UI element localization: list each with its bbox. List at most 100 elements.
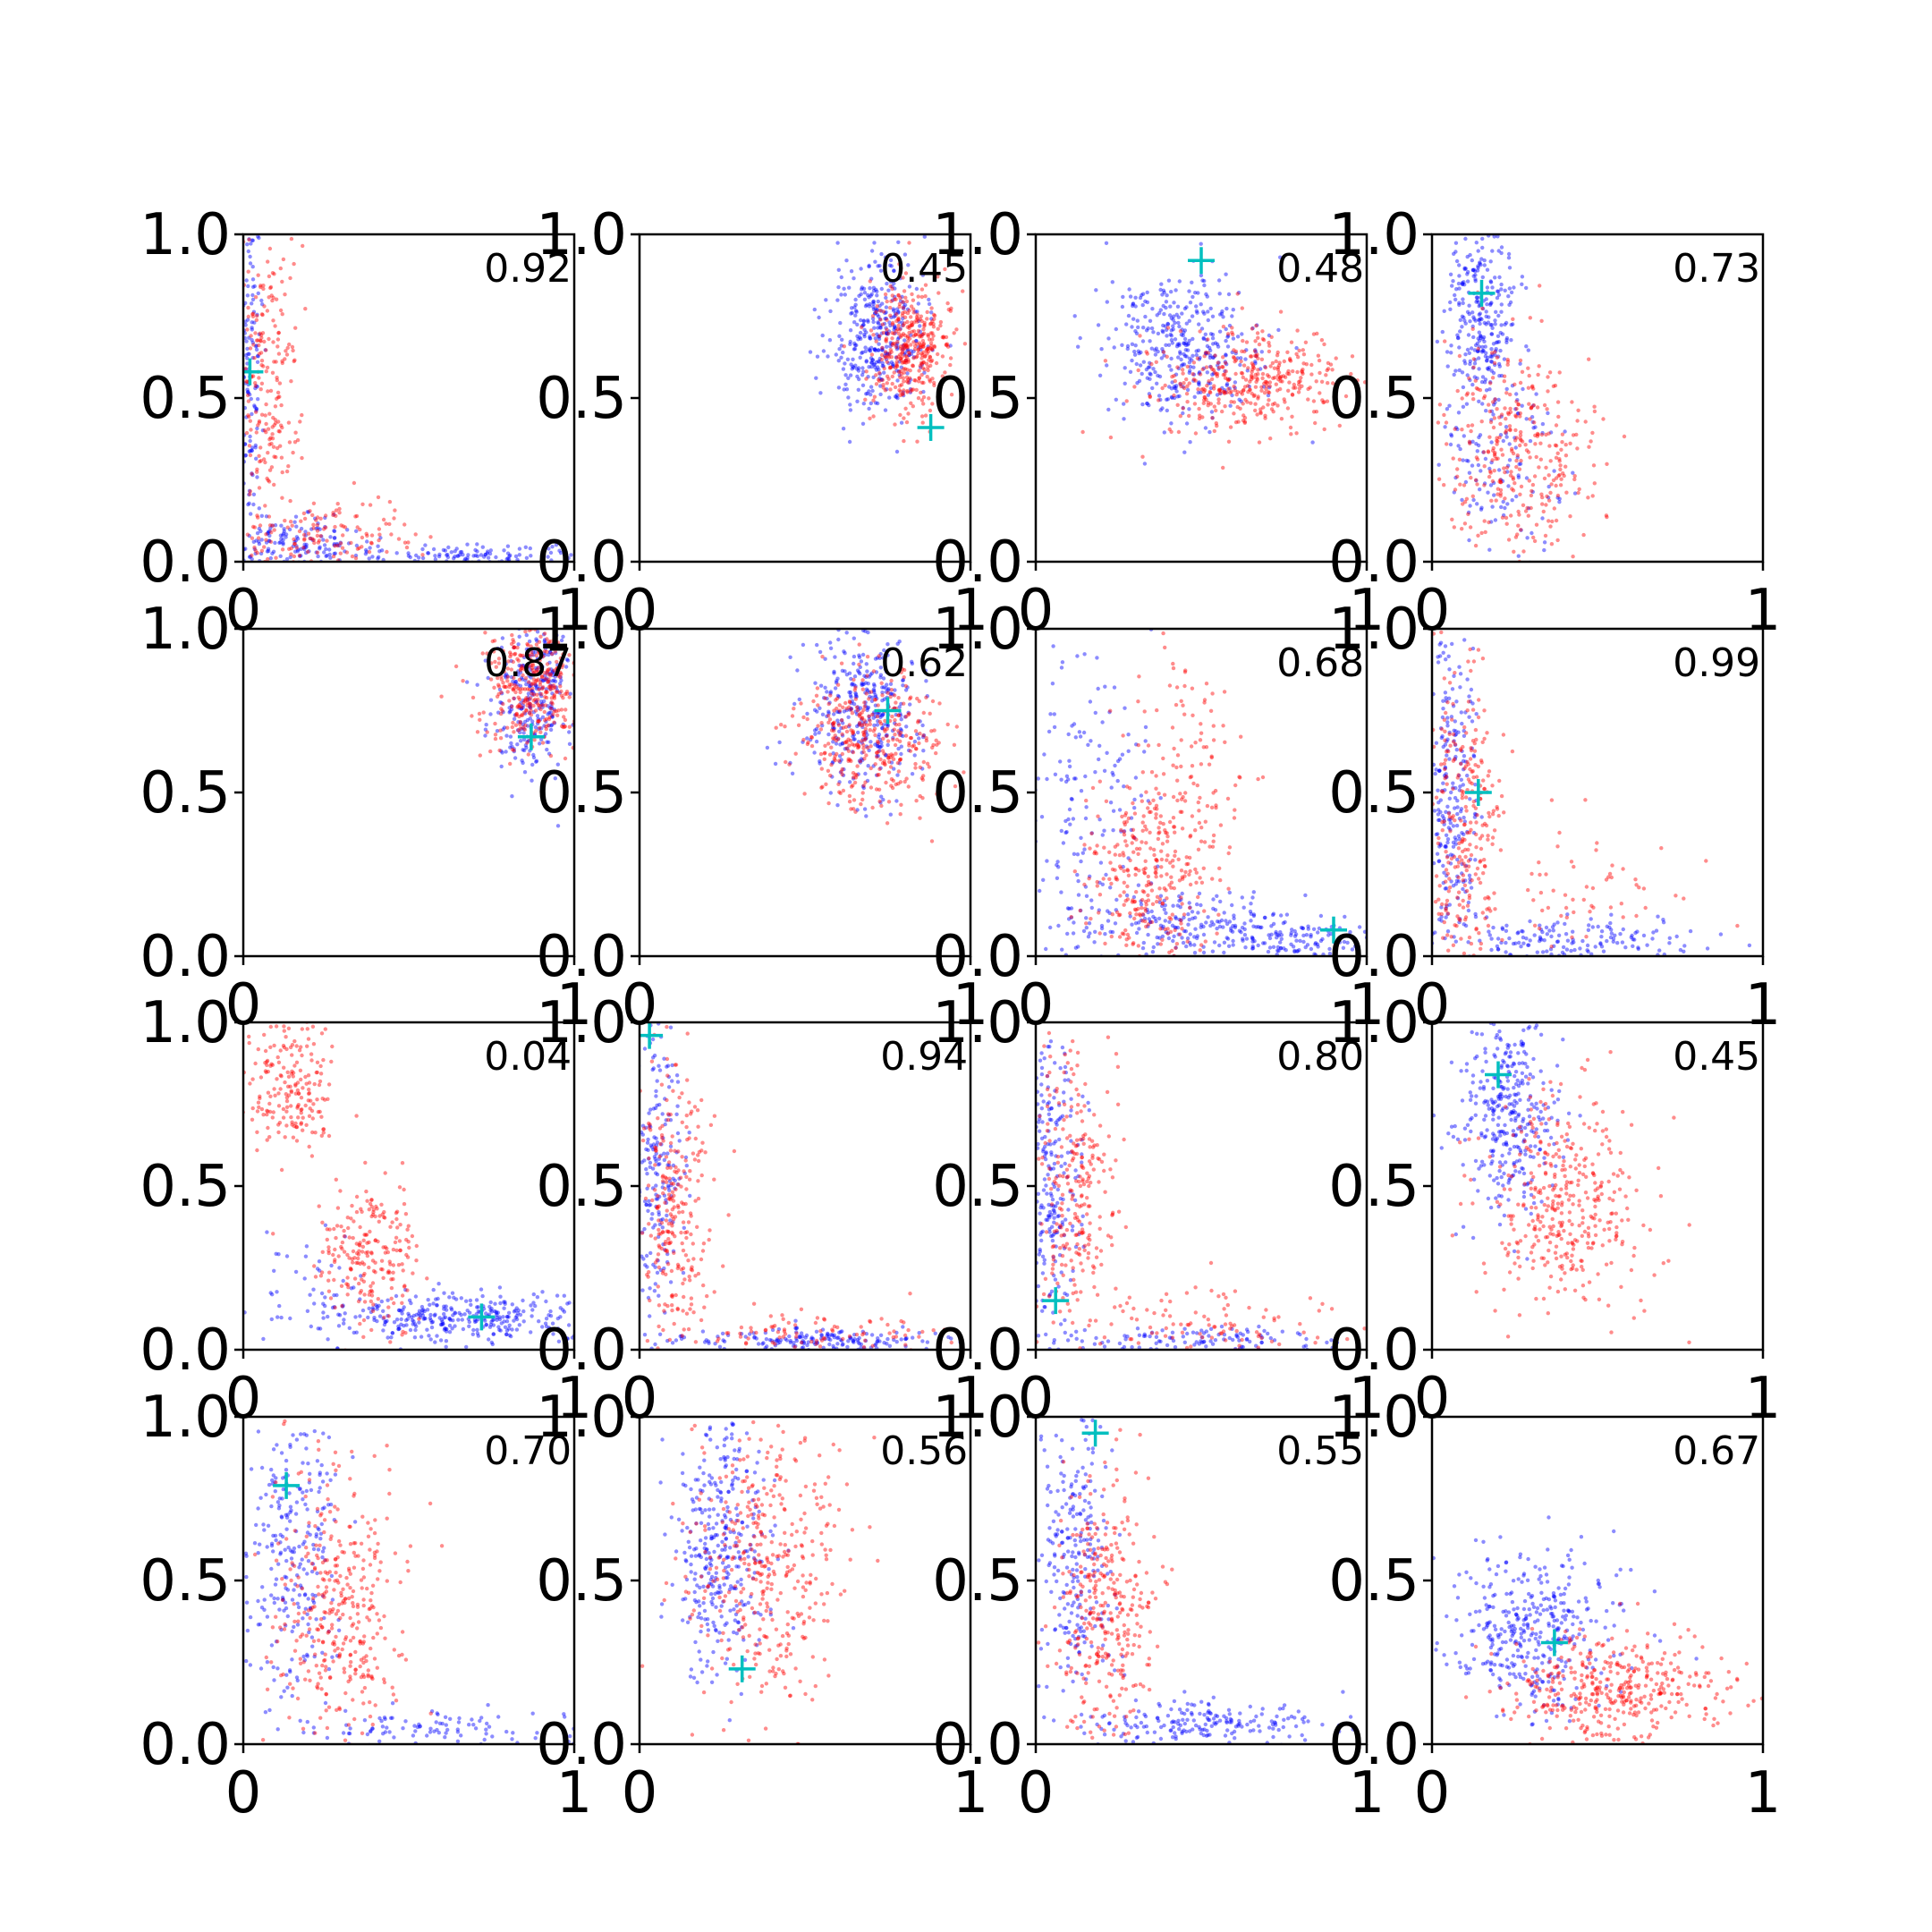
scatter-point	[318, 547, 322, 551]
scatter-point	[1053, 772, 1058, 776]
scatter-point	[854, 343, 859, 348]
scatter-point	[1496, 492, 1500, 496]
scatter-point	[1605, 462, 1609, 466]
scatter-point	[1180, 902, 1184, 906]
scatter-point	[521, 748, 525, 752]
scatter-point	[539, 674, 545, 680]
scatter-point	[858, 758, 862, 764]
scatter-point	[475, 549, 479, 554]
scatter-point	[254, 347, 259, 352]
scatter-point	[809, 743, 815, 749]
scatter-point	[852, 780, 858, 785]
scatter-point	[1132, 811, 1138, 816]
scatter-point	[248, 434, 252, 439]
scatter-point	[249, 428, 253, 432]
scatter-point	[521, 703, 526, 708]
scatter-point	[1458, 482, 1462, 487]
scatter-point	[525, 700, 530, 705]
scatter-point	[250, 238, 255, 242]
scatter-point	[826, 741, 831, 746]
scatter-point	[302, 538, 307, 542]
scatter-point	[865, 706, 869, 710]
scatter-point	[886, 691, 890, 695]
scatter-point	[1141, 912, 1146, 918]
scatter-point	[1199, 302, 1203, 307]
scatter-point	[1179, 333, 1184, 337]
scatter-point	[248, 346, 253, 351]
scatter-point	[893, 294, 897, 300]
scatter-point	[1489, 520, 1494, 524]
scatter-point	[792, 707, 796, 711]
scatter-point	[497, 687, 503, 692]
scatter-point	[1480, 344, 1485, 350]
scatter-point	[1160, 347, 1165, 352]
scatter-point	[1131, 301, 1135, 307]
scatter-point	[550, 652, 555, 657]
scatter-point	[530, 649, 535, 654]
scatter-point	[1048, 925, 1053, 930]
scatter-point	[1111, 773, 1115, 777]
scatter-point	[912, 347, 918, 352]
scatter-point	[275, 396, 279, 401]
scatter-point	[1089, 905, 1095, 911]
scatter-point	[1258, 407, 1263, 411]
scatter-point	[1079, 908, 1083, 913]
scatter-point	[1181, 405, 1185, 411]
scatter-point	[338, 540, 343, 545]
scatter-point	[1489, 301, 1494, 305]
scatter-point	[332, 536, 337, 540]
scatter-point	[504, 675, 508, 680]
scatter-point	[561, 724, 565, 730]
scatter-point	[552, 709, 556, 714]
scatter-point	[1241, 905, 1246, 910]
scatter-point	[1172, 314, 1176, 318]
scatter-point	[773, 761, 778, 767]
scatter-point	[867, 748, 871, 753]
scatter-point	[360, 545, 364, 549]
scatter-point	[1192, 402, 1198, 406]
scatter-point	[1483, 354, 1488, 359]
scatter-point	[254, 538, 258, 543]
scatter-point	[266, 427, 271, 431]
scatter-point	[877, 372, 883, 377]
scatter-point	[1275, 932, 1280, 937]
scatter-point	[813, 681, 818, 685]
scatter-point	[552, 708, 556, 712]
scatter-point	[543, 732, 548, 736]
scatter-point	[905, 310, 911, 316]
scatter-point	[1498, 348, 1503, 353]
scatter-point	[853, 694, 858, 699]
scatter-point	[525, 698, 530, 702]
scatter-point	[1480, 306, 1486, 311]
scatter-point	[1471, 365, 1476, 369]
scatter-point	[496, 691, 501, 697]
scatter-point	[534, 667, 539, 673]
scatter-point	[855, 668, 860, 673]
scatter-point	[879, 251, 884, 257]
scatter-point	[1285, 350, 1290, 354]
scatter-point	[1167, 919, 1172, 925]
scatter-point	[1479, 350, 1485, 354]
scatter-point	[561, 663, 565, 667]
scatter-point	[888, 348, 893, 352]
scatter-point	[552, 696, 557, 700]
scatter-point	[1469, 428, 1473, 434]
scatter-point	[369, 540, 374, 545]
scatter-point	[1073, 776, 1078, 781]
scatter-point	[880, 301, 885, 306]
scatter-point	[1471, 315, 1476, 319]
scatter-point	[1343, 394, 1349, 399]
scatter-point	[1132, 835, 1137, 840]
scatter-point	[1530, 488, 1534, 494]
scatter-point	[1530, 482, 1536, 487]
scatter-point	[518, 726, 522, 731]
scatter-point	[1148, 371, 1152, 376]
scatter-point	[912, 739, 918, 744]
scatter-point	[928, 346, 933, 351]
scatter-point	[498, 700, 503, 705]
scatter-point	[333, 551, 337, 555]
scatter-point	[293, 549, 298, 554]
scatter-point	[1551, 384, 1556, 388]
scatter-point	[1292, 386, 1296, 390]
